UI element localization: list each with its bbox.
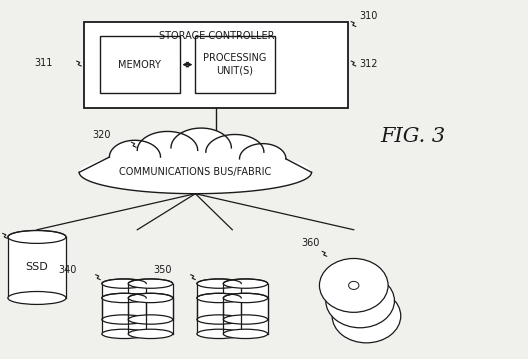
Ellipse shape (206, 135, 264, 170)
Text: 310: 310 (359, 11, 378, 21)
Ellipse shape (197, 315, 241, 324)
Bar (8, 237, 66, 298)
Ellipse shape (137, 131, 197, 169)
Text: STORAGE CONTROLLER: STORAGE CONTROLLER (159, 31, 274, 41)
Ellipse shape (102, 329, 146, 339)
Ellipse shape (128, 279, 173, 288)
Ellipse shape (128, 293, 173, 303)
Text: 312: 312 (360, 59, 378, 69)
Ellipse shape (197, 329, 241, 339)
Text: PROCESSING
UNIT(S): PROCESSING UNIT(S) (203, 53, 267, 76)
Ellipse shape (326, 274, 394, 328)
Bar (84, 22, 348, 108)
Ellipse shape (223, 315, 268, 324)
Ellipse shape (240, 144, 286, 174)
Ellipse shape (79, 151, 312, 194)
Ellipse shape (171, 128, 231, 168)
Ellipse shape (8, 230, 66, 243)
Ellipse shape (102, 279, 146, 288)
Text: COMMUNICATIONS BUS/FABRIC: COMMUNICATIONS BUS/FABRIC (119, 167, 271, 177)
Text: 311: 311 (34, 58, 53, 68)
Bar (128, 298, 173, 334)
Bar (102, 298, 146, 334)
Bar (102, 284, 146, 320)
Ellipse shape (355, 297, 365, 305)
Bar (197, 284, 241, 320)
Bar (128, 284, 173, 320)
Text: 360: 360 (301, 238, 319, 248)
Ellipse shape (223, 329, 268, 339)
Bar (195, 36, 275, 93)
Ellipse shape (223, 293, 268, 303)
Ellipse shape (361, 312, 372, 320)
Ellipse shape (8, 292, 66, 304)
Ellipse shape (223, 279, 268, 288)
Text: 340: 340 (59, 265, 77, 275)
Ellipse shape (197, 293, 241, 303)
Bar (223, 284, 268, 320)
Ellipse shape (348, 281, 359, 289)
Ellipse shape (332, 289, 401, 343)
Text: SSD: SSD (25, 262, 49, 272)
Text: MEMORY: MEMORY (118, 60, 162, 70)
Ellipse shape (197, 279, 241, 288)
Ellipse shape (128, 315, 173, 324)
Ellipse shape (102, 293, 146, 303)
Bar (223, 298, 268, 334)
Text: FIG. 3: FIG. 3 (380, 127, 445, 146)
Ellipse shape (102, 315, 146, 324)
Bar (100, 36, 180, 93)
Ellipse shape (109, 140, 161, 174)
Ellipse shape (319, 258, 388, 312)
Ellipse shape (128, 329, 173, 339)
Text: 350: 350 (154, 265, 172, 275)
Text: 320: 320 (92, 130, 110, 140)
Bar (197, 298, 241, 334)
